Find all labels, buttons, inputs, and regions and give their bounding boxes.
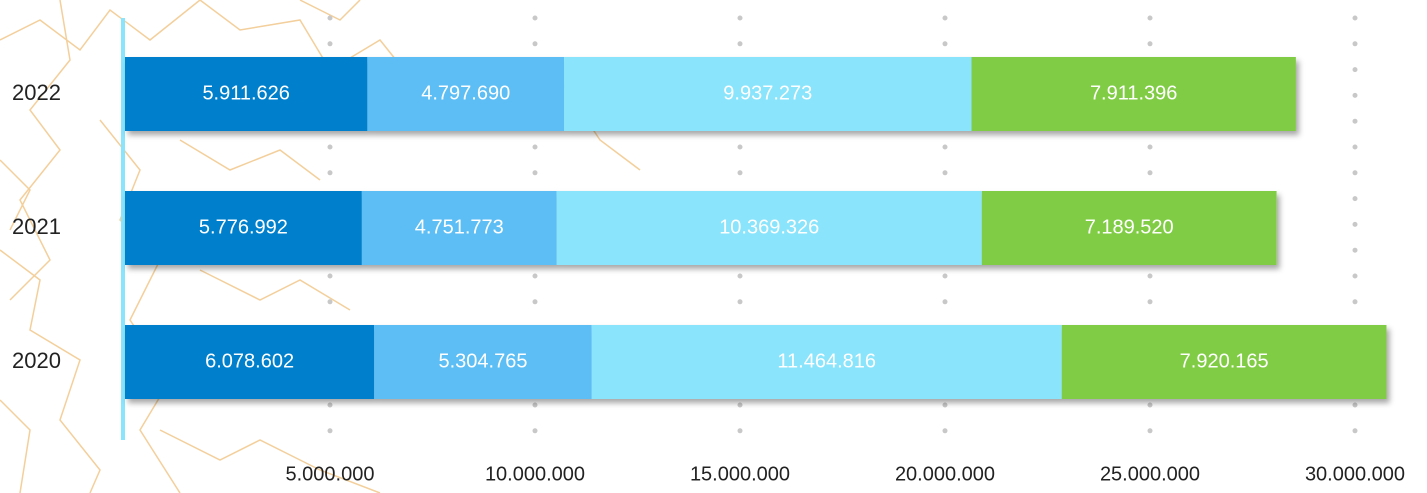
value-label: 6.078.602 <box>205 350 294 372</box>
x-tick-label: 10.000.000 <box>485 463 585 485</box>
value-label: 7.911.396 <box>1090 82 1178 104</box>
value-label: 5.776.992 <box>199 216 288 238</box>
bar-stack <box>125 191 1277 265</box>
x-tick-label: 20.000.000 <box>895 463 995 485</box>
value-label: 5.304.765 <box>438 350 527 372</box>
x-tick-label: 5.000.000 <box>286 463 375 485</box>
bar-stack <box>125 325 1387 399</box>
value-label: 10.369.326 <box>719 216 819 238</box>
value-label: 7.920.165 <box>1180 350 1269 372</box>
category-label: 2020 <box>12 348 61 373</box>
value-label: 4.797.690 <box>421 82 510 104</box>
bar-segment <box>1061 325 1387 399</box>
bar-stack <box>125 57 1296 131</box>
x-tick-label: 30.000.000 <box>1305 463 1405 485</box>
bar-segment <box>367 57 565 131</box>
bar-segment <box>125 325 375 399</box>
bar-segment <box>564 57 972 131</box>
value-label: 7.189.520 <box>1085 216 1174 238</box>
bar-segment <box>981 191 1277 265</box>
bar-segment <box>125 57 368 131</box>
bar-segment <box>591 325 1062 399</box>
value-label: 9.937.273 <box>723 82 812 104</box>
bar-segment <box>971 57 1296 131</box>
value-label: 4.751.773 <box>415 216 504 238</box>
x-tick-label: 15.000.000 <box>690 463 790 485</box>
bar-segment <box>556 191 982 265</box>
category-label: 2021 <box>12 214 61 239</box>
value-label: 11.464.816 <box>777 350 876 372</box>
bar-segment <box>361 191 557 265</box>
bar-segment <box>125 191 362 265</box>
category-label: 2022 <box>12 80 61 105</box>
value-label: 5.911.626 <box>202 82 290 104</box>
bar-segment <box>374 325 592 399</box>
x-tick-label: 25.000.000 <box>1100 463 1200 485</box>
